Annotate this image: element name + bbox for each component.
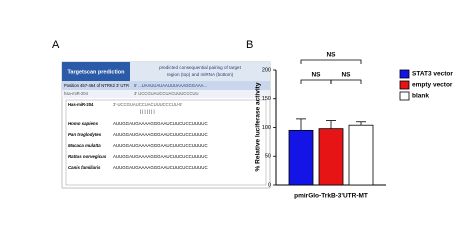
- legend-swatch: [399, 80, 410, 90]
- sig-bracket: [300, 79, 332, 84]
- row-label: hsa-miR-204: [64, 91, 89, 96]
- panel-label: B: [246, 39, 253, 51]
- species-seq: AUUGGAUGAAAAGGGAAUCUUCUCCUUUUC: [113, 165, 208, 170]
- panel-label: A: [52, 39, 60, 51]
- row-bg: [62, 81, 270, 90]
- sig-label: NS: [326, 52, 336, 59]
- bar: [318, 128, 344, 186]
- y-tick-label: 150: [262, 96, 271, 102]
- row-seq: 5' ...UAAUUAUAAUUUAAAGGGAAA...: [134, 83, 207, 88]
- error-bar: [326, 120, 336, 129]
- y-tick-label: 50: [265, 154, 271, 160]
- y-tick-label: 200: [262, 67, 271, 73]
- legend-swatch: [399, 69, 410, 79]
- pairing: | | | | | | |: [140, 109, 155, 114]
- x-tick-label: pmirGlo-TrkB-3'UTR-MT: [294, 193, 368, 200]
- legend-label: blank: [412, 93, 429, 100]
- row-label: Position 457-464 of NTRK2 3' UTR: [64, 83, 129, 88]
- species-name: Homo sapiens: [68, 121, 99, 126]
- sig-label: NS: [311, 72, 321, 79]
- species-seq: AUUGGAUGAAAAGGGAAUCUUCUCCUUUUC: [113, 143, 208, 148]
- mirna-name: Has-miR-204: [68, 102, 94, 107]
- species-name: Macaca mulatta: [68, 143, 101, 148]
- y-tick-label: 100: [262, 125, 271, 131]
- species-seq: AUUGGAUGAAAAGGGAAUCUUCUCCUUUUC: [113, 121, 208, 126]
- legend-swatch: [399, 91, 410, 101]
- y-axis-label: % Relative luciferase activity: [255, 82, 262, 171]
- mirna-seq: 3'-UCCGUAUCCUACUUUCCCUU-5': [113, 102, 182, 107]
- header-cell: [62, 62, 130, 81]
- row-seq: 3' UCCGUAUCCUACUUUCCCUU: [134, 91, 199, 96]
- bar: [288, 129, 314, 186]
- figure: A Targetscan prediction predicted conseq…: [52, 39, 453, 200]
- bar: [348, 124, 374, 186]
- row-bg: [62, 90, 270, 98]
- species-seq: AUUGGAUGAAAAGGGAAUCUUCUCCUUUUC: [113, 154, 208, 159]
- error-bar: [296, 118, 306, 131]
- species-name: Rattus norvegicus: [68, 154, 107, 159]
- header-cell: [130, 62, 270, 81]
- legend-label: STAT3 vector: [412, 71, 453, 78]
- y-tick-label: 0: [268, 182, 271, 188]
- plot: 0 50 100 150 200 pmirGlo-TrkB-3'UTR-MT NS NS NS: [262, 52, 386, 200]
- legend-label: empty vector: [412, 82, 453, 89]
- species-list: Homo sapiens AUUGGAUGAAAAGGGAAUCUUCUCCUUU…: [68, 121, 208, 170]
- sig-label: NS: [341, 72, 351, 79]
- species-name: Canis familiaris: [68, 165, 101, 170]
- alignment-box: [65, 99, 267, 186]
- sig-bracket: [300, 59, 362, 64]
- error-bar: [356, 121, 366, 126]
- header-text: predicted consequential pairing of targe…: [159, 65, 241, 70]
- sig-bracket: [330, 79, 362, 84]
- header-title: Targetscan prediction: [67, 69, 125, 75]
- species-seq: AUUGGAUGAAAAGGGAAUCUUCUCCUUUUC: [113, 132, 208, 137]
- header-text: region (top) and miRNA (bottom): [167, 72, 234, 77]
- species-name: Pan troglodytes: [68, 132, 102, 137]
